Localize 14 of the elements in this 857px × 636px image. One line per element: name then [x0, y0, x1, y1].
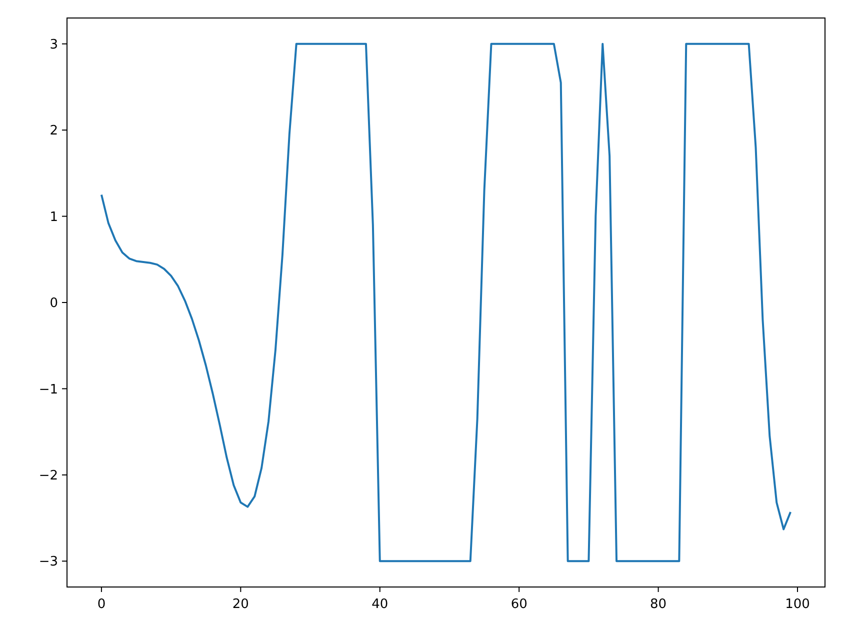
y-tick-label: 2 [50, 124, 58, 139]
x-tick-label: 100 [785, 597, 810, 612]
x-tick-label: 80 [650, 597, 667, 612]
x-tick-label: 20 [232, 597, 249, 612]
line-series [100, 42, 792, 562]
x-tick-label: 60 [510, 597, 528, 612]
y-tick-label: 0 [50, 296, 58, 312]
y-tick-label: 1 [50, 210, 58, 225]
y-tick-label: −3 [38, 554, 58, 570]
y-tick-label: −1 [38, 382, 58, 398]
x-tick-label: 0 [97, 597, 106, 612]
x-tick-label: 40 [372, 597, 388, 612]
y-tick-label: 3 [50, 37, 58, 52]
y-tick-label: −2 [38, 468, 58, 484]
